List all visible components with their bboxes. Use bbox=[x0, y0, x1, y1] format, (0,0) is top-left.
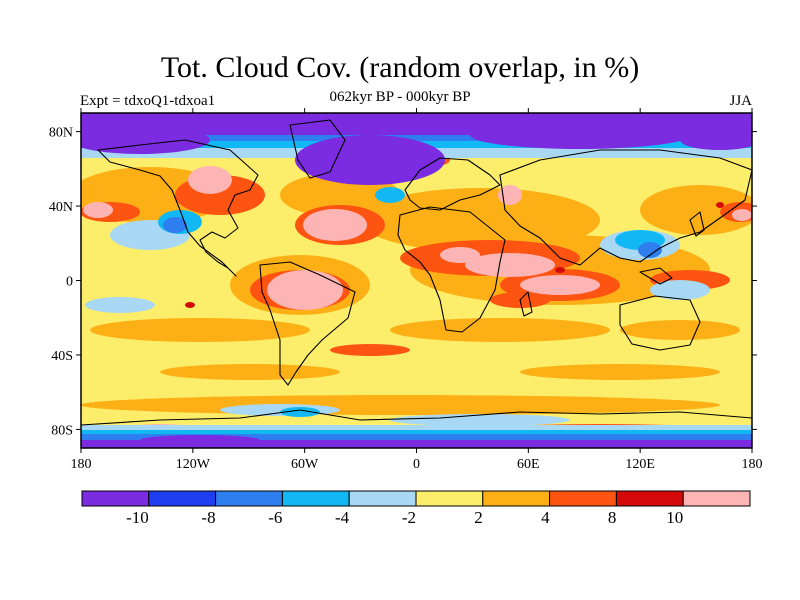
colorbar-box bbox=[549, 490, 617, 507]
colorbar-label: -4 bbox=[335, 508, 350, 527]
x-tick-label: 0 bbox=[413, 457, 420, 472]
y-axis: 80N 40N 0 40S 80S bbox=[49, 126, 757, 438]
colorbar-box bbox=[81, 490, 150, 507]
colorbar-box bbox=[148, 490, 217, 507]
colorbar-box bbox=[281, 490, 350, 507]
colorbar-label: 8 bbox=[608, 508, 617, 527]
period-label: 062kyr BP - 000kyr BP bbox=[329, 89, 471, 105]
colorbar-box bbox=[348, 490, 417, 507]
colorbar-box bbox=[682, 490, 751, 507]
colorbar-label: 4 bbox=[541, 508, 550, 527]
y-tick-label: 0 bbox=[66, 275, 73, 290]
y-tick-label: 40S bbox=[51, 349, 73, 364]
anomaly-field bbox=[81, 113, 752, 448]
plot-title: Tot. Cloud Cov. (random overlap, in %) bbox=[160, 51, 640, 84]
x-tick-label: 120W bbox=[176, 457, 211, 472]
colorbar-box bbox=[615, 490, 684, 507]
colorbar-label: -2 bbox=[402, 508, 416, 527]
y-tick-label: 80N bbox=[49, 126, 73, 141]
y-tick-label: 40N bbox=[49, 200, 73, 215]
x-tick-label: 60E bbox=[517, 457, 540, 472]
colorbar-label: 2 bbox=[474, 508, 483, 527]
colorbar-label: -6 bbox=[268, 508, 282, 527]
colorbar-label: -10 bbox=[126, 508, 149, 527]
coastlines bbox=[81, 119, 752, 426]
x-tick-label: 180 bbox=[71, 457, 92, 472]
x-axis: 180 120W 60W 0 60E 120E 180 bbox=[71, 108, 763, 472]
x-tick-label: 60W bbox=[291, 457, 319, 472]
colorbar-label: 10 bbox=[666, 508, 683, 527]
colorbar: -10 -8 -6 -4 -2 2 4 8 10 bbox=[81, 490, 751, 527]
experiment-label: Expt = tdxoQ1-tdxoa1 bbox=[80, 93, 216, 109]
season-label: JJA bbox=[729, 93, 752, 109]
colorbar-box bbox=[215, 490, 283, 507]
y-tick-label: 80S bbox=[51, 423, 73, 438]
x-tick-label: 120E bbox=[625, 457, 655, 472]
colorbar-label: -8 bbox=[201, 508, 215, 527]
x-tick-label: 180 bbox=[742, 457, 763, 472]
colorbar-box bbox=[415, 490, 484, 507]
colorbar-box bbox=[482, 490, 551, 507]
